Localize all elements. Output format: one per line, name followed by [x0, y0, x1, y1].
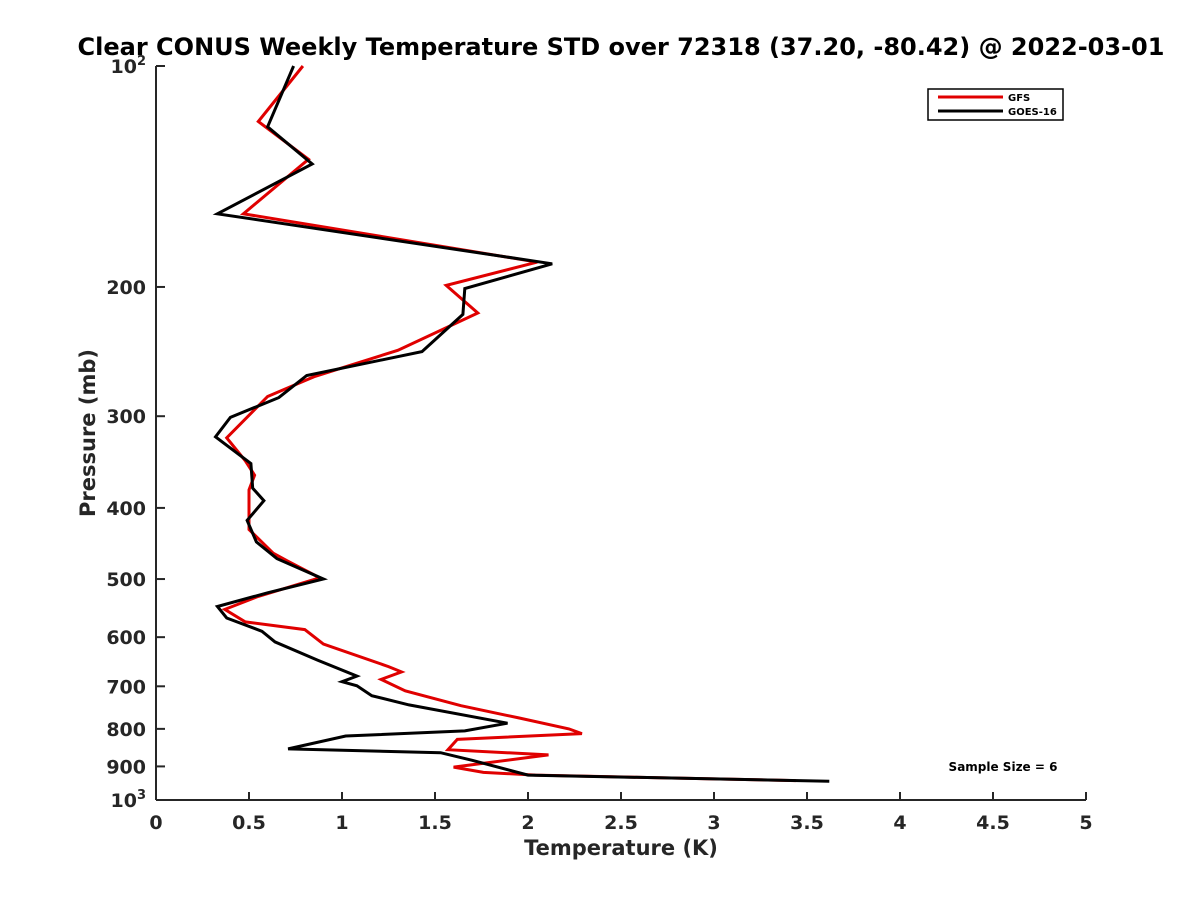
x-tick-label: 0: [149, 812, 162, 834]
y-tick-label: 300: [106, 406, 146, 428]
y-tick-label-base: 900: [106, 756, 146, 778]
y-tick-label-base: 10: [111, 790, 137, 812]
y-tick-label: 900: [106, 756, 146, 778]
y-tick-label: 102: [111, 54, 147, 78]
y-tick-label: 500: [106, 569, 146, 591]
y-tick-label: 700: [106, 676, 146, 698]
legend-box: [927, 88, 1064, 121]
y-tick-label: 200: [106, 277, 146, 299]
y-tick-label: 400: [106, 498, 146, 520]
legend: GFS GOES-16: [927, 88, 1064, 121]
sample-size-annotation: Sample Size = 6: [949, 760, 1058, 774]
y-axis-label: Pressure (mb): [76, 349, 100, 517]
x-tick-label: 4: [893, 812, 906, 834]
y-tick-label: 103: [111, 788, 147, 812]
y-tick-label-exponent: 3: [137, 788, 146, 803]
y-tick-label-base: 700: [106, 676, 146, 698]
x-axis-ticks: 0 0.5 1 1.5 2 2.5 3 3.5 4 4.5 5: [149, 792, 1093, 834]
x-tick-label: 5: [1079, 812, 1092, 834]
series-line-gfs: [221, 65, 796, 783]
y-tick-label-base: 800: [106, 719, 146, 741]
y-tick-label-base: 600: [106, 627, 146, 649]
series-layer: [212, 65, 830, 783]
y-tick-label-base: 500: [106, 569, 146, 591]
y-tick-label: 800: [106, 719, 146, 741]
x-tick-label: 2: [521, 812, 534, 834]
y-tick-label-base: 10: [111, 56, 137, 78]
y-tick-label-exponent: 2: [137, 54, 146, 69]
x-tick-label: 2.5: [604, 812, 638, 834]
legend-label-gfs: GFS: [1008, 93, 1030, 104]
legend-label-goes16: GOES-16: [1008, 107, 1057, 118]
x-axis-label: Temperature (K): [524, 836, 718, 860]
x-tick-label: 3: [707, 812, 720, 834]
y-tick-label: 600: [106, 627, 146, 649]
y-tick-label-base: 200: [106, 277, 146, 299]
x-tick-label: 1.5: [418, 812, 452, 834]
x-tick-label: 1: [335, 812, 348, 834]
x-tick-label: 3.5: [790, 812, 824, 834]
y-tick-label-base: 300: [106, 406, 146, 428]
x-tick-label: 4.5: [976, 812, 1010, 834]
series-line-goes-16: [212, 65, 830, 783]
x-tick-label: 0.5: [232, 812, 266, 834]
chart-title: Clear CONUS Weekly Temperature STD over …: [78, 33, 1165, 61]
y-tick-label-base: 400: [106, 498, 146, 520]
